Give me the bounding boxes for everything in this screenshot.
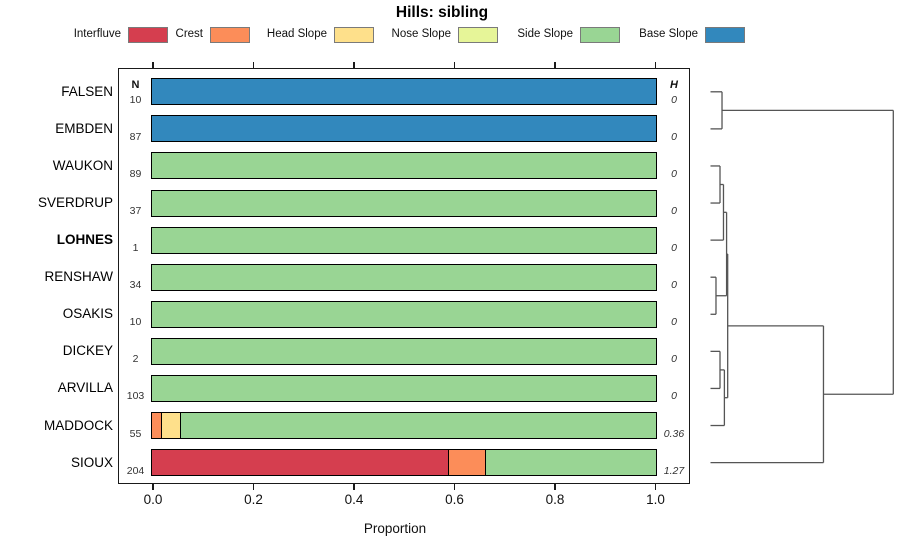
bar-segment-side_slope xyxy=(180,413,657,439)
n-value-osakis: 10 xyxy=(129,316,142,329)
x-tick-label: 1.0 xyxy=(646,492,665,507)
bar-lohnes xyxy=(151,226,658,254)
row-label-falsen: FALSEN xyxy=(61,83,113,99)
x-tick-label: 0.6 xyxy=(445,492,464,507)
n-value-embden: 87 xyxy=(129,130,142,143)
bar-falsen xyxy=(151,78,658,106)
h-value-lohnes: 0 xyxy=(671,242,677,255)
bar-renshaw xyxy=(151,263,658,291)
chart-title: Hills: sibling xyxy=(395,4,489,21)
row-label-sioux: SIOUX xyxy=(70,454,113,470)
x-tick-label: 0.8 xyxy=(545,492,565,507)
row-label-embden: EMBDEN xyxy=(55,120,113,136)
bar-segment-side_slope xyxy=(152,338,657,364)
x-tick-label: 0.0 xyxy=(143,492,163,507)
bar-maddock xyxy=(151,412,658,440)
bar-segment-side_slope xyxy=(152,375,657,401)
h-value-waukon: 0 xyxy=(671,167,677,180)
n-value-waukon: 89 xyxy=(129,167,142,180)
row-label-waukon: WAUKON xyxy=(52,157,113,173)
legend: Interfluve Crest Head Slope Nose Slope Side … xyxy=(0,0,900,50)
n-value-sioux: 204 xyxy=(126,464,145,477)
bar-arvilla xyxy=(151,374,658,402)
n-value-renshaw: 34 xyxy=(129,279,142,292)
legend-label-nose_slope: Nose Slope xyxy=(391,28,451,40)
n-value-dickey: 2 xyxy=(132,353,139,366)
h-value-dickey: 0 xyxy=(671,353,677,366)
legend-swatch-base_slope xyxy=(705,27,745,43)
bar-dickey xyxy=(151,337,658,365)
bar-segment-side_slope xyxy=(152,264,657,290)
h-value-maddock: 0.36 xyxy=(663,427,685,440)
x-tick-bottom xyxy=(252,484,255,490)
legend-label-head_slope: Head Slope xyxy=(266,28,327,40)
bar-segment-side_slope xyxy=(152,227,657,253)
legend-label-side_slope: Side Slope xyxy=(517,28,573,40)
row-label-lohnes: LOHNES xyxy=(56,232,113,248)
x-tick-top xyxy=(252,62,255,68)
h-value-sioux: 1.27 xyxy=(663,464,685,477)
bar-segment-side_slope xyxy=(485,450,657,476)
x-tick-label: 0.4 xyxy=(344,492,364,507)
n-value-sverdrup: 37 xyxy=(129,205,142,218)
legend-swatch-side_slope xyxy=(580,27,620,43)
x-tick-bottom xyxy=(353,484,355,490)
legend-label-base_slope: Base Slope xyxy=(639,28,698,40)
h-value-sverdrup: 0 xyxy=(671,205,677,218)
x-tick-bottom xyxy=(554,484,556,490)
x-tick-top xyxy=(152,62,154,68)
legend-swatch-crest xyxy=(210,27,250,43)
plot-area xyxy=(118,68,690,484)
h-value-embden: 0 xyxy=(671,130,677,143)
bar-embden xyxy=(151,115,658,143)
bar-segment-side_slope xyxy=(152,301,657,327)
bar-segment-base_slope xyxy=(152,79,657,105)
bar-sverdrup xyxy=(151,189,658,217)
row-label-renshaw: RENSHAW xyxy=(44,269,113,285)
h-value-osakis: 0 xyxy=(671,316,677,329)
bar-segment-base_slope xyxy=(152,116,657,142)
bar-waukon xyxy=(151,152,658,180)
row-label-osakis: OSAKIS xyxy=(62,306,113,322)
x-tick-top xyxy=(654,62,657,68)
n-column-header: N xyxy=(131,79,140,91)
h-value-arvilla: 0 xyxy=(671,390,677,403)
x-tick-bottom xyxy=(152,484,154,490)
row-label-sverdrup: SVERDRUP xyxy=(37,195,113,211)
legend-swatch-nose_slope xyxy=(458,27,498,43)
legend-label-crest: Crest xyxy=(175,28,203,40)
n-value-falsen: 10 xyxy=(129,93,142,106)
bar-segment-side_slope xyxy=(152,190,657,216)
bar-segment-crest xyxy=(447,450,486,476)
legend-swatch-head_slope xyxy=(334,27,374,43)
legend-label-interfluve: Interfluve xyxy=(73,28,121,40)
bar-sioux xyxy=(151,449,658,477)
x-tick-label: 0.2 xyxy=(244,492,263,507)
bar-segment-head_slope xyxy=(161,413,180,439)
x-tick-top xyxy=(353,62,355,68)
h-value-renshaw: 0 xyxy=(671,279,677,292)
bar-segment-crest xyxy=(152,413,162,439)
bar-osakis xyxy=(151,300,658,328)
n-value-maddock: 55 xyxy=(129,427,142,440)
row-label-dickey: DICKEY xyxy=(62,343,113,359)
row-label-maddock: MADDOCK xyxy=(43,417,113,433)
bar-segment-side_slope xyxy=(152,153,657,179)
h-column-header: H xyxy=(670,79,678,91)
x-tick-bottom xyxy=(654,484,657,490)
n-value-arvilla: 103 xyxy=(126,390,145,403)
x-tick-bottom xyxy=(453,484,456,490)
h-value-falsen: 0 xyxy=(671,93,677,106)
x-tick-top xyxy=(453,62,456,68)
bar-segment-interfluve xyxy=(152,450,448,476)
x-axis-title: Proportion xyxy=(363,521,427,536)
legend-swatch-interfluve xyxy=(128,27,168,43)
n-value-lohnes: 1 xyxy=(132,242,139,255)
row-label-arvilla: ARVILLA xyxy=(57,380,113,396)
x-tick-top xyxy=(554,62,556,68)
